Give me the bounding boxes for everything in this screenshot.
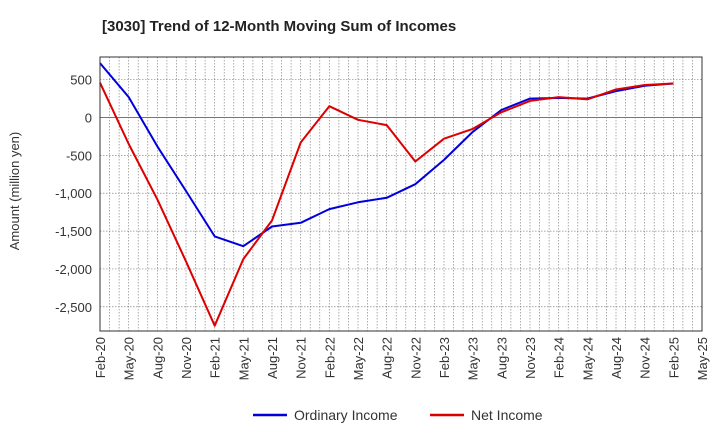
x-tick-label: Feb-24 — [552, 337, 567, 378]
x-tick-label: May-21 — [236, 337, 251, 380]
x-tick-label: May-22 — [351, 337, 366, 380]
x-tick-label: Aug-21 — [265, 337, 280, 379]
y-tick-label: -2,500 — [55, 300, 92, 315]
chart-title: [3030] Trend of 12-Month Moving Sum of I… — [102, 18, 456, 35]
y-tick-labels: 500 0 -500 -1,000 -1,500 -2,000 -2,500 — [55, 73, 92, 315]
x-tick-label: Aug-23 — [494, 337, 509, 379]
x-tick-label: Nov-24 — [638, 337, 653, 379]
x-tick-label: Feb-23 — [437, 337, 452, 378]
x-tick-label: Nov-21 — [294, 337, 309, 379]
plot-frame — [99, 56, 703, 332]
x-tick-label: Feb-25 — [666, 337, 681, 378]
x-tick-label: May-25 — [695, 337, 710, 380]
legend-label: Net Income — [471, 407, 543, 423]
y-tick-label: -1,000 — [55, 186, 92, 201]
x-tick-label: Nov-22 — [408, 337, 423, 379]
x-tick-label: May-24 — [580, 337, 595, 380]
x-tick-label: Aug-20 — [150, 337, 165, 379]
y-tick-label: 500 — [70, 73, 92, 88]
y-tick-label: -2,000 — [55, 262, 92, 277]
x-tick-label: Feb-22 — [322, 337, 337, 378]
x-tick-label: Feb-21 — [208, 337, 223, 378]
x-tick-label: May-20 — [122, 337, 137, 380]
series-line-net-income — [99, 82, 674, 327]
y-axis-label: Amount (million yen) — [7, 132, 22, 251]
legend: Ordinary Income Net Income — [253, 407, 543, 423]
legend-label: Ordinary Income — [294, 407, 398, 423]
y-tick-label: -1,500 — [55, 224, 92, 239]
grid — [100, 57, 702, 331]
x-tick-label: May-23 — [466, 337, 481, 380]
x-tick-label: Aug-22 — [380, 337, 395, 379]
x-tick-label: Nov-23 — [523, 337, 538, 379]
x-tick-labels: Feb-20 May-20 Aug-20 Nov-20 Feb-21 May-21 Aug-… — [93, 337, 710, 380]
y-tick-label: -500 — [66, 148, 92, 163]
x-tick-label: Nov-20 — [179, 337, 194, 379]
x-tick-label: Feb-20 — [93, 337, 108, 378]
y-tick-label: 0 — [85, 111, 92, 126]
series-lines — [99, 62, 674, 327]
x-tick-label: Aug-24 — [609, 337, 624, 379]
